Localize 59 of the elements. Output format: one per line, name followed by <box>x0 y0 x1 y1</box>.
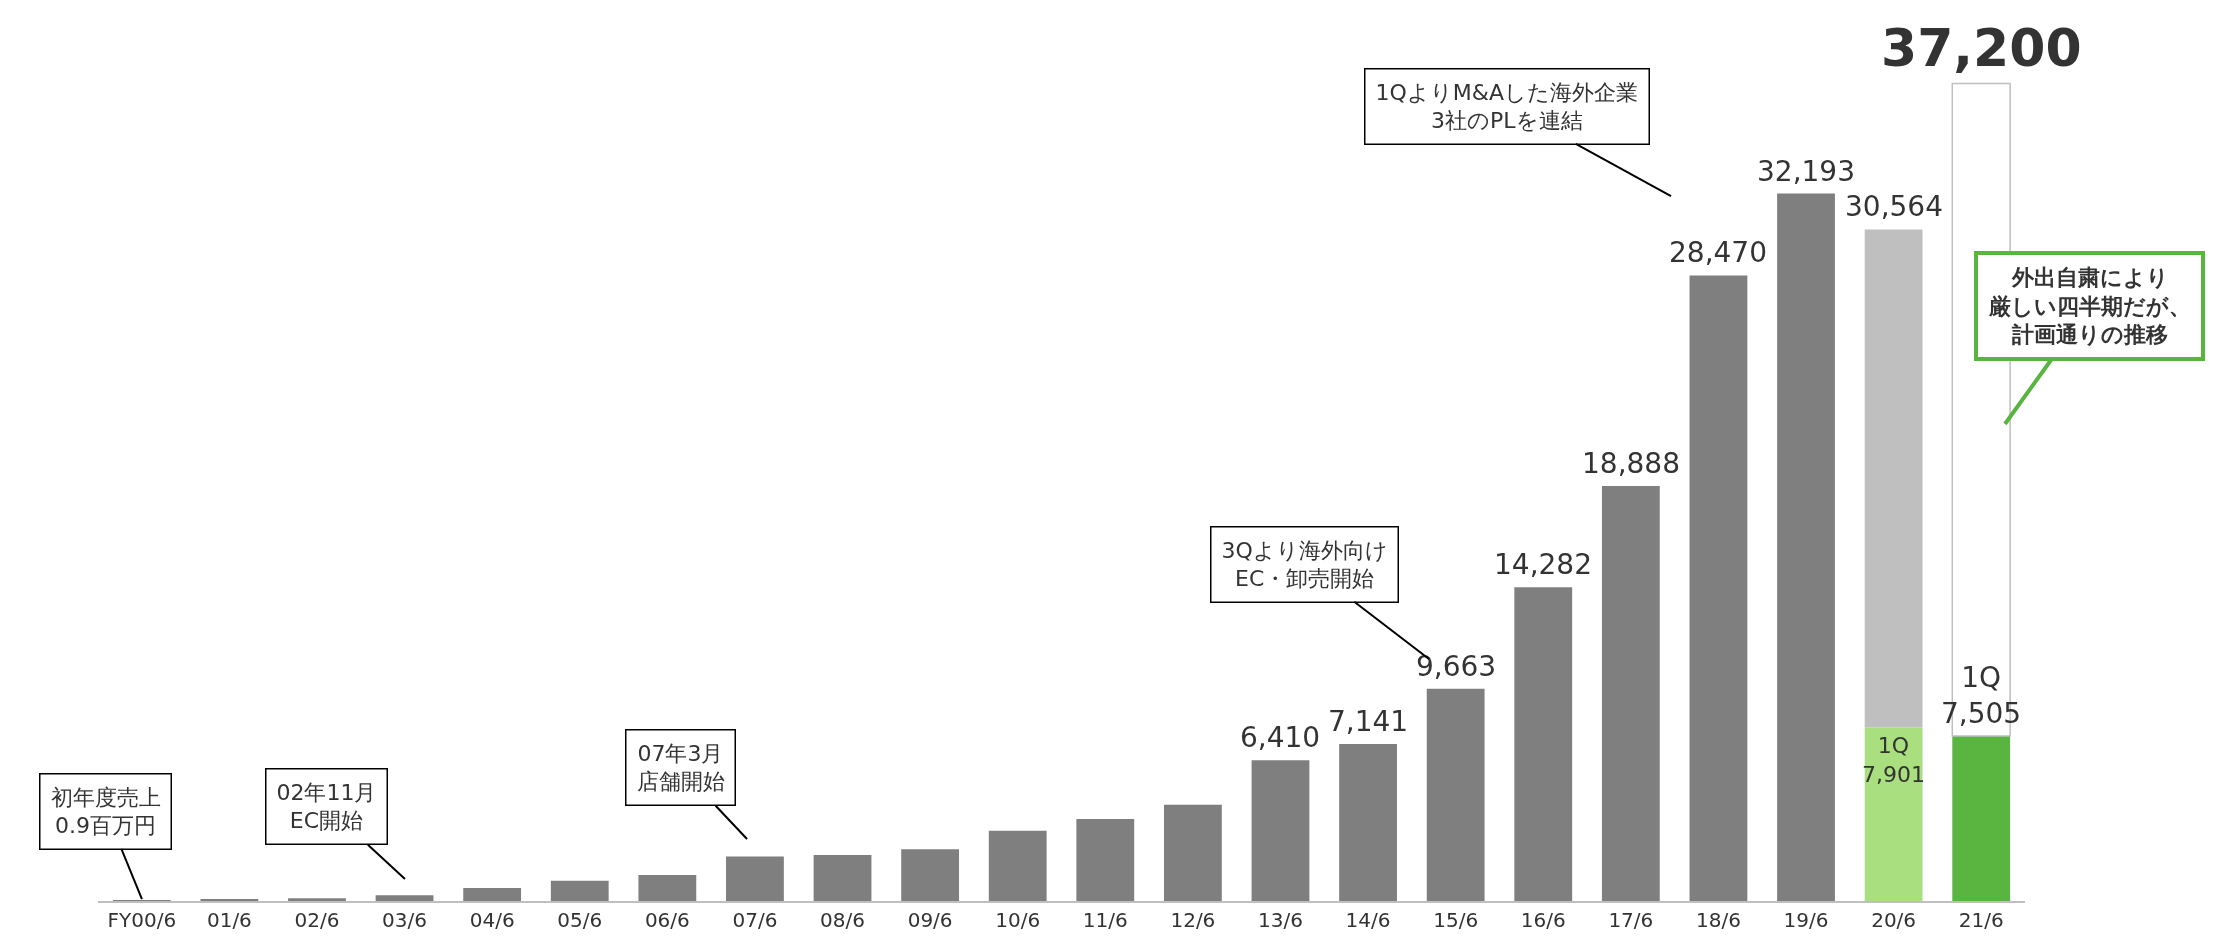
bar <box>988 830 1047 901</box>
x-tick-label: 09/6 <box>907 908 953 932</box>
bar <box>1251 760 1310 901</box>
x-tick-label: 15/6 <box>1433 908 1479 932</box>
bar <box>463 888 522 901</box>
bar <box>550 880 609 901</box>
x-tick-label: 21/6 <box>1958 908 2004 932</box>
bar <box>1076 819 1135 901</box>
x-tick-label: 18/6 <box>1695 908 1741 932</box>
x-tick-label: 13/6 <box>1258 908 1303 932</box>
data-label: 9,663 <box>1416 650 1497 683</box>
data-label: 6,410 <box>1240 721 1321 754</box>
x-tick-label: 20/6 <box>1871 908 1917 932</box>
bar <box>1864 727 1923 901</box>
total-label: 30,564 <box>1845 190 1943 223</box>
x-tick-label: 12/6 <box>1170 908 1216 932</box>
x-tick-label: 02/6 <box>294 908 340 932</box>
bar <box>1426 688 1485 901</box>
x-tick-label: 16/6 <box>1520 908 1566 932</box>
annotation: 3Qより海外向け EC・卸売開始 <box>1221 537 1388 592</box>
data-label: 28,470 <box>1669 236 1767 269</box>
bar <box>813 855 872 901</box>
data-label: 1Q 7,505 <box>1941 661 2022 731</box>
x-tick-label: 19/6 <box>1783 908 1829 932</box>
x-tick-label: 08/6 <box>820 908 865 932</box>
bar <box>1689 275 1748 901</box>
x-tick-label: 04/6 <box>469 908 515 932</box>
x-tick-label: 05/6 <box>557 908 603 932</box>
x-tick-label: 10/6 <box>995 908 1041 932</box>
bar <box>901 849 960 901</box>
data-label: 14,282 <box>1494 548 1592 581</box>
bar <box>1601 485 1660 901</box>
bar <box>726 856 784 901</box>
bar <box>638 875 697 901</box>
bar <box>375 895 434 901</box>
annotation: 外出自粛により厳しい四半期だが、計画通りの推移 <box>1988 265 2191 348</box>
annotation: 07年3月店舗開始 <box>636 740 725 795</box>
bar <box>288 898 346 901</box>
bar <box>1163 804 1222 901</box>
x-tick-label: 06/6 <box>644 908 690 932</box>
x-tick-label: 17/6 <box>1608 908 1654 932</box>
x-tick-label: 11/6 <box>1082 908 1128 932</box>
bar <box>1864 229 1923 728</box>
data-label: 32,193 <box>1757 155 1855 188</box>
total-label: 37,200 <box>1881 18 2082 78</box>
bar <box>1777 193 1835 901</box>
x-tick-label: 07/6 <box>732 908 778 932</box>
bar <box>1339 744 1397 901</box>
x-tick-label: 01/6 <box>206 908 252 932</box>
annotation: 初年度売上 0.9百万円 <box>50 784 161 839</box>
bar <box>1514 587 1573 901</box>
annotation: 1QよりM&Aした海外企業 3社のPLを連結 <box>1375 79 1638 134</box>
data-label: 18,888 <box>1582 447 1680 480</box>
annotation: 02年11月 EC開始 <box>276 779 377 834</box>
data-label: 7,141 <box>1328 705 1409 738</box>
x-tick-label: FY00/6 <box>107 908 177 932</box>
bar <box>1952 736 2011 901</box>
x-tick-label: 03/6 <box>382 908 428 932</box>
x-tick-label: 14/6 <box>1345 908 1391 932</box>
